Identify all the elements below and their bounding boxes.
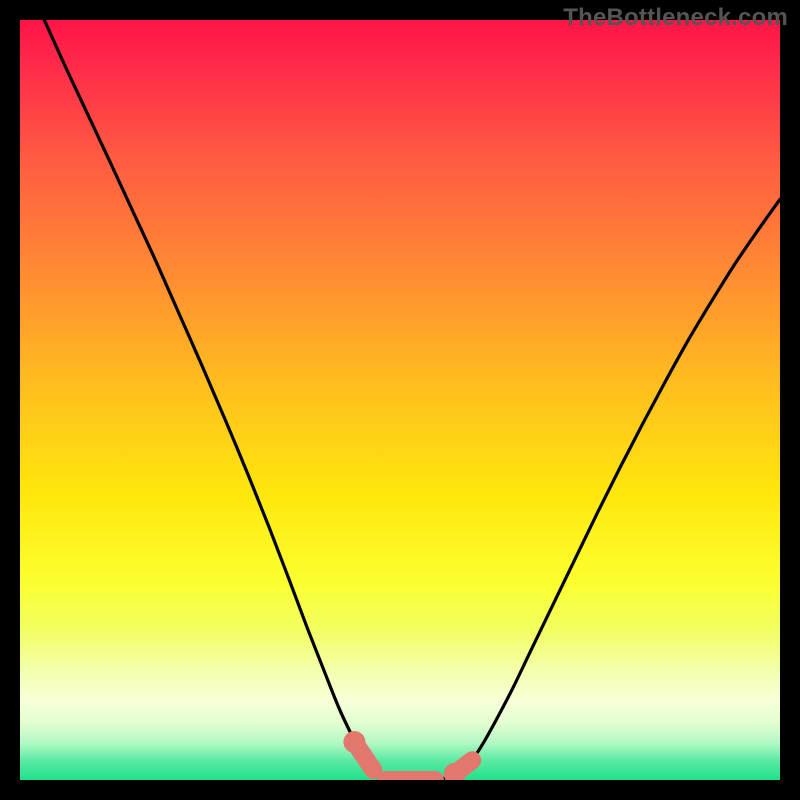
gradient-background: [20, 20, 780, 780]
marker-left-pill-endcap: [343, 731, 365, 753]
plot-svg: [20, 20, 780, 780]
chart-root: TheBottleneck.com: [0, 0, 800, 800]
plot-area: [20, 20, 780, 780]
watermark-text: TheBottleneck.com: [563, 4, 788, 32]
